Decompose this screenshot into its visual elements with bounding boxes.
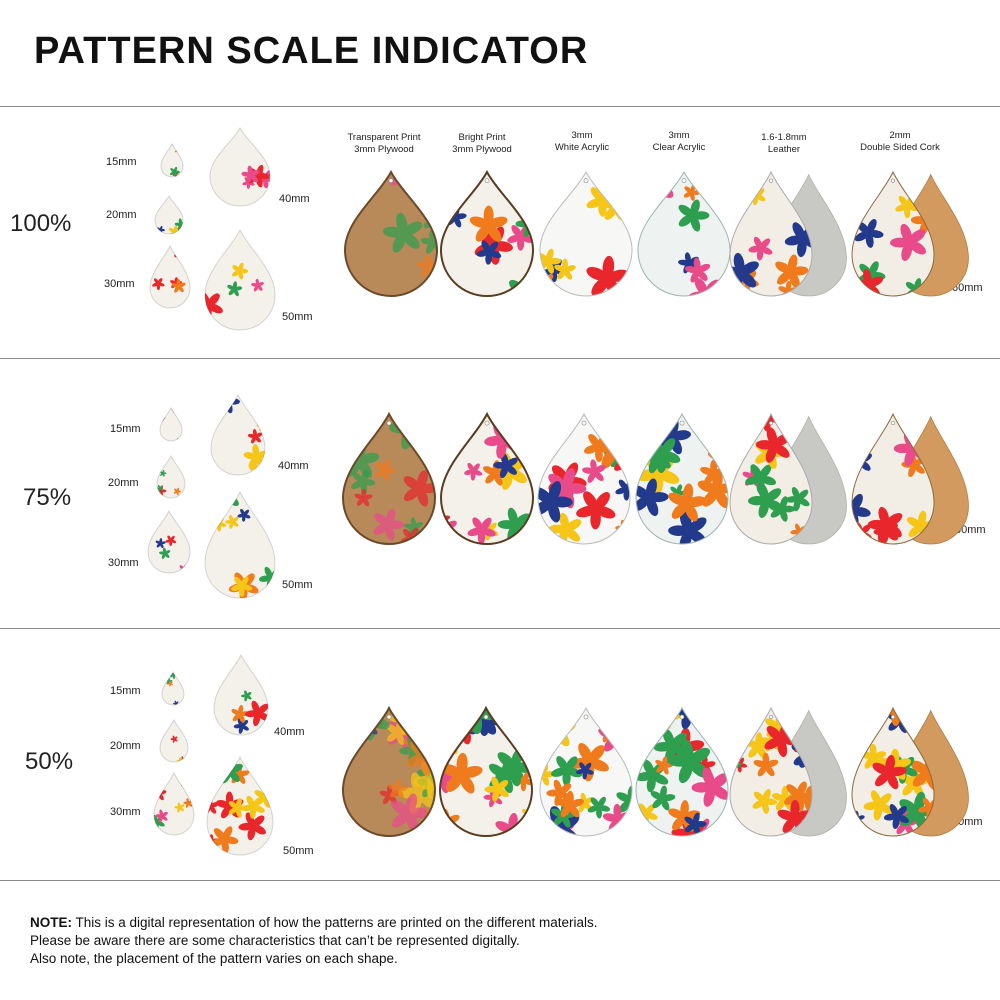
size-sample-drop: [159, 406, 183, 442]
note-bold: NOTE:: [30, 915, 72, 930]
size-sample-drop: [213, 653, 269, 736]
size-sample-drop: [206, 755, 274, 856]
divider-1: [0, 358, 1000, 359]
material-sample-white-acrylic: [539, 706, 633, 837]
divider-2: [0, 628, 1000, 629]
scale-label-100: 100%: [10, 210, 72, 237]
material-label-cork: 2mm Double Sided Cork: [860, 130, 940, 153]
material-label-white-acrylic: 3mm White Acrylic: [554, 130, 610, 153]
material-sample-plywood: [341, 411, 437, 545]
size-label-30mm: 30mm: [104, 278, 135, 290]
material-sample-leather: [729, 412, 847, 545]
material-sample-cork: [851, 706, 969, 837]
size-label-50mm: 50mm: [282, 311, 313, 323]
size-label-15mm: 15mm: [106, 156, 137, 168]
size-label-40mm: 40mm: [279, 193, 310, 205]
material-sample-plywood: [343, 169, 439, 297]
material-sample-clear-acrylic: [635, 412, 729, 545]
material-sample-cork: [851, 412, 969, 545]
note-line1: This is a digital representation of how …: [72, 915, 598, 930]
material-label-plywood: Transparent Print 3mm Plywood: [347, 132, 421, 155]
material-sample-bright: [439, 169, 535, 297]
material-sample-cork: [851, 170, 969, 297]
size-sample-drop: [154, 194, 184, 235]
size-sample-drop: [159, 718, 189, 763]
note-line2: Please be aware there are some character…: [30, 933, 520, 948]
scale-label-50: 50%: [25, 748, 74, 775]
page-title: PATTERN SCALE INDICATOR: [34, 30, 589, 72]
divider-top: [0, 106, 1000, 107]
size-sample-drop: [204, 228, 276, 331]
size-sample-drop: [210, 393, 266, 476]
size-label-20mm: 20mm: [108, 477, 139, 489]
material-label-leather: 1.6-1.8mm Leather: [761, 132, 807, 155]
note-text: NOTE: This is a digital representation o…: [30, 914, 598, 968]
size-label-20mm: 20mm: [110, 740, 141, 752]
size-label-60mm: 60mm: [952, 282, 983, 294]
note-line3: Also note, the placement of the pattern …: [30, 951, 398, 966]
size-label-15mm: 15mm: [110, 423, 141, 435]
size-label-30mm: 30mm: [110, 806, 141, 818]
material-sample-clear-acrylic: [637, 170, 731, 297]
size-label-50mm: 50mm: [283, 845, 314, 857]
material-sample-leather: [729, 706, 847, 837]
size-sample-drop: [161, 670, 185, 706]
material-sample-bright: [439, 411, 535, 545]
size-sample-drop: [209, 126, 271, 207]
size-sample-drop: [149, 244, 191, 309]
material-sample-leather: [729, 170, 847, 297]
material-sample-bright: [438, 705, 534, 837]
size-sample-drop: [147, 509, 191, 574]
material-sample-clear-acrylic: [635, 706, 729, 837]
material-sample-plywood: [341, 705, 437, 837]
size-sample-drop: [153, 771, 195, 836]
material-sample-white-acrylic: [537, 412, 631, 545]
scale-label-75: 75%: [23, 484, 72, 511]
size-label-40mm: 40mm: [274, 726, 305, 738]
size-label-15mm: 15mm: [110, 685, 141, 697]
size-label-40mm: 40mm: [278, 460, 309, 472]
size-sample-drop: [160, 142, 184, 178]
size-sample-drop: [204, 490, 276, 599]
divider-bottom: [0, 880, 1000, 881]
size-sample-drop: [156, 454, 186, 499]
size-label-50mm: 50mm: [282, 579, 313, 591]
material-label-bright: Bright Print 3mm Plywood: [452, 132, 512, 155]
size-label-20mm: 20mm: [106, 209, 137, 221]
size-label-30mm: 30mm: [108, 557, 139, 569]
material-label-clear-acrylic: 3mm Clear Acrylic: [652, 130, 706, 153]
material-sample-white-acrylic: [539, 170, 633, 297]
